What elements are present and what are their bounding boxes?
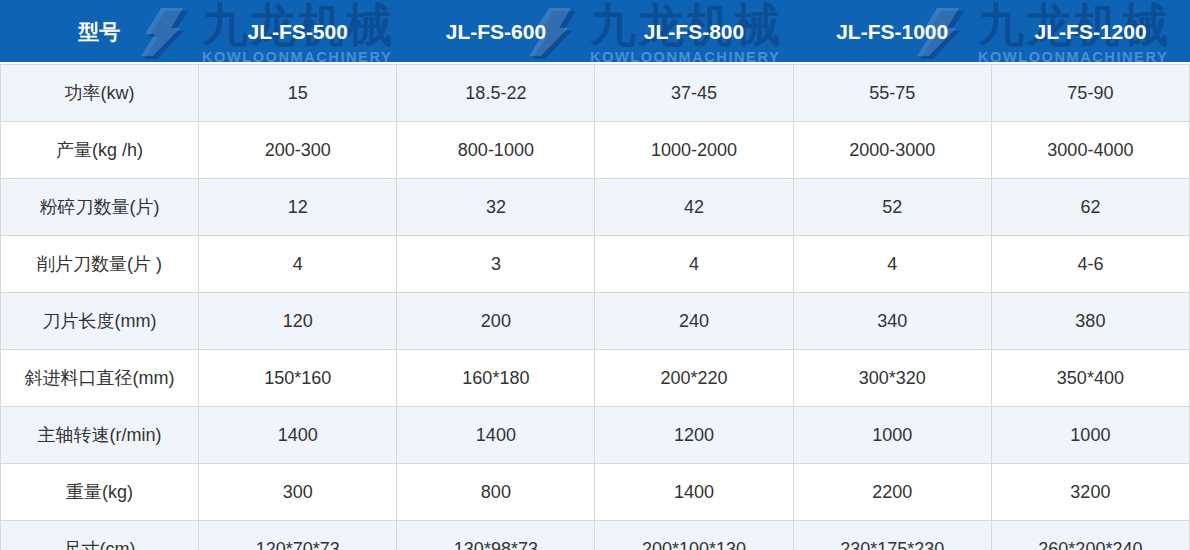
- spec-cell: 350*400: [991, 350, 1189, 407]
- spec-cell: 3: [397, 236, 595, 293]
- spec-cell: 800: [397, 464, 595, 521]
- spec-cell: 4-6: [991, 236, 1189, 293]
- spec-cell: 340: [793, 293, 991, 350]
- spec-cell: 1400: [397, 407, 595, 464]
- header-cell-jl-fs-1200: JL-FS-1200: [991, 0, 1189, 65]
- spec-cell: 55-75: [793, 65, 991, 122]
- spec-cell: 3200: [991, 464, 1189, 521]
- row-label: 功率(kw): [1, 65, 199, 122]
- spec-row-power: 功率(kw) 15 18.5-22 37-45 55-75 75-90: [1, 65, 1190, 122]
- spec-cell: 62: [991, 179, 1189, 236]
- spec-row-crushing-blades: 粉碎刀数量(片) 12 32 42 52 62: [1, 179, 1190, 236]
- header-cell-jl-fs-800: JL-FS-800: [595, 0, 793, 65]
- table-body: 功率(kw) 15 18.5-22 37-45 55-75 75-90 产量(k…: [1, 65, 1190, 550]
- spec-cell: 4: [595, 236, 793, 293]
- row-label: 粉碎刀数量(片): [1, 179, 199, 236]
- spec-cell: 230*175*230: [793, 521, 991, 550]
- spec-cell: 42: [595, 179, 793, 236]
- spec-cell: 200-300: [199, 122, 397, 179]
- spec-cell: 380: [991, 293, 1189, 350]
- spec-cell: 1400: [199, 407, 397, 464]
- row-label: 刀片长度(mm): [1, 293, 199, 350]
- spec-cell: 130*98*73: [397, 521, 595, 550]
- spec-cell: 150*160: [199, 350, 397, 407]
- spec-row-weight: 重量(kg) 300 800 1400 2200 3200: [1, 464, 1190, 521]
- spec-cell: 200*100*130: [595, 521, 793, 550]
- spec-cell: 1000: [793, 407, 991, 464]
- spec-cell: 240: [595, 293, 793, 350]
- row-label: 斜进料口直径(mm): [1, 350, 199, 407]
- spec-row-spindle-speed: 主轴转速(r/min) 1400 1400 1200 1000 1000: [1, 407, 1190, 464]
- spec-row-blade-length: 刀片长度(mm) 120 200 240 340 380: [1, 293, 1190, 350]
- spec-cell: 800-1000: [397, 122, 595, 179]
- spec-cell: 200*220: [595, 350, 793, 407]
- spec-table-container: 九龙机械 KOWLOONMACHINERY 九龙机械 KOWLOONMACHIN…: [0, 0, 1190, 550]
- header-cell-jl-fs-500: JL-FS-500: [199, 0, 397, 65]
- row-label: 产量(kg /h): [1, 122, 199, 179]
- spec-cell: 1000-2000: [595, 122, 793, 179]
- spec-cell: 4: [793, 236, 991, 293]
- spec-cell: 200: [397, 293, 595, 350]
- header-row: 型号 JL-FS-500 JL-FS-600 JL-FS-800 JL-FS-1…: [1, 0, 1190, 65]
- spec-cell: 3000-4000: [991, 122, 1189, 179]
- spec-cell: 160*180: [397, 350, 595, 407]
- spec-cell: 75-90: [991, 65, 1189, 122]
- header-cell-jl-fs-1000: JL-FS-1000: [793, 0, 991, 65]
- spec-cell: 1200: [595, 407, 793, 464]
- header-cell-jl-fs-600: JL-FS-600: [397, 0, 595, 65]
- header-cell-model-label: 型号: [1, 0, 199, 65]
- spec-cell: 52: [793, 179, 991, 236]
- spec-row-inlet-diameter: 斜进料口直径(mm) 150*160 160*180 200*220 300*3…: [1, 350, 1190, 407]
- spec-cell: 2000-3000: [793, 122, 991, 179]
- spec-cell: 18.5-22: [397, 65, 595, 122]
- spec-cell: 4: [199, 236, 397, 293]
- row-label: 重量(kg): [1, 464, 199, 521]
- spec-cell: 1400: [595, 464, 793, 521]
- spec-cell: 15: [199, 65, 397, 122]
- spec-cell: 120: [199, 293, 397, 350]
- spec-row-capacity: 产量(kg /h) 200-300 800-1000 1000-2000 200…: [1, 122, 1190, 179]
- spec-cell: 120*70*73: [199, 521, 397, 550]
- spec-row-chipping-blades: 削片刀数量(片 ) 4 3 4 4 4-6: [1, 236, 1190, 293]
- spec-cell: 37-45: [595, 65, 793, 122]
- row-label: 主轴转速(r/min): [1, 407, 199, 464]
- spec-cell: 260*200*240: [991, 521, 1189, 550]
- row-label: 削片刀数量(片 ): [1, 236, 199, 293]
- table-header: 型号 JL-FS-500 JL-FS-600 JL-FS-800 JL-FS-1…: [1, 0, 1190, 65]
- spec-cell: 12: [199, 179, 397, 236]
- spec-cell: 300: [199, 464, 397, 521]
- product-spec-table: 型号 JL-FS-500 JL-FS-600 JL-FS-800 JL-FS-1…: [0, 0, 1190, 550]
- row-label: 尺寸(cm): [1, 521, 199, 550]
- spec-cell: 32: [397, 179, 595, 236]
- spec-row-dimensions: 尺寸(cm) 120*70*73 130*98*73 200*100*130 2…: [1, 521, 1190, 550]
- spec-cell: 2200: [793, 464, 991, 521]
- spec-cell: 300*320: [793, 350, 991, 407]
- spec-cell: 1000: [991, 407, 1189, 464]
